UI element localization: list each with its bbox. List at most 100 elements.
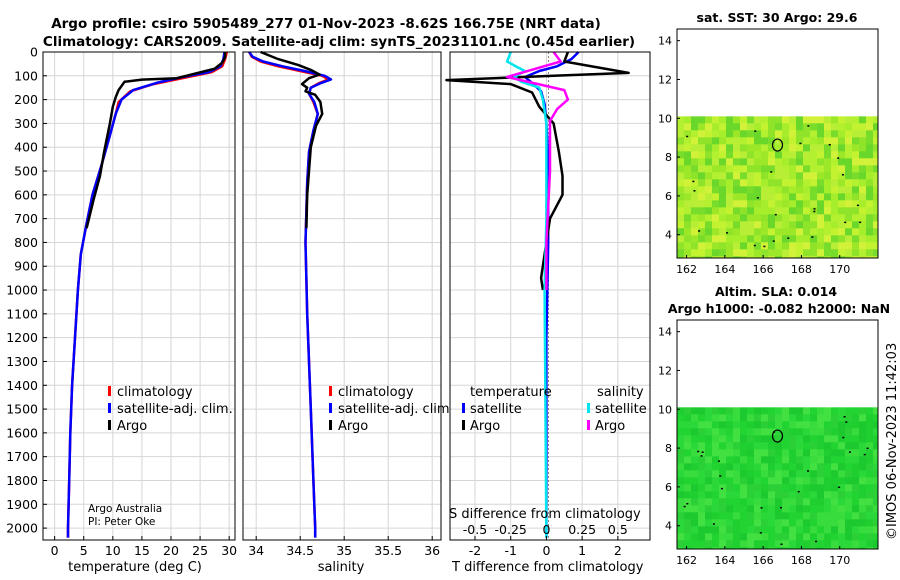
map-cell bbox=[768, 421, 776, 429]
map-cell bbox=[803, 172, 811, 180]
map-cell bbox=[817, 519, 825, 527]
map-cell bbox=[803, 151, 811, 159]
map-cell bbox=[691, 228, 699, 236]
map-cell bbox=[726, 435, 734, 443]
map-cell bbox=[859, 477, 867, 485]
map-cell bbox=[733, 249, 741, 257]
map-cell bbox=[859, 519, 867, 527]
lat-tick-label: 4 bbox=[665, 520, 672, 533]
map-cell bbox=[831, 547, 839, 550]
map-cell bbox=[873, 540, 879, 548]
map-cell bbox=[684, 456, 692, 464]
map-cell bbox=[712, 249, 720, 257]
map-cell bbox=[684, 526, 692, 534]
map-cell bbox=[719, 207, 727, 215]
map-cell bbox=[873, 186, 879, 194]
map-cell bbox=[712, 449, 720, 457]
map-cell bbox=[803, 221, 811, 229]
map-cell bbox=[698, 484, 706, 492]
map-cell bbox=[754, 137, 762, 145]
lon-tick-label: 162 bbox=[676, 554, 697, 567]
map-cell bbox=[712, 463, 720, 471]
map-cell bbox=[775, 519, 783, 527]
map-cell bbox=[789, 165, 797, 173]
map-cell bbox=[747, 519, 755, 527]
map-cell bbox=[838, 484, 846, 492]
map-cell bbox=[733, 421, 741, 429]
map-cell bbox=[838, 463, 846, 471]
map-cell bbox=[726, 449, 734, 457]
map-cell bbox=[733, 519, 741, 527]
map-cell bbox=[726, 158, 734, 166]
map-cell bbox=[831, 151, 839, 159]
map-cell bbox=[789, 533, 797, 541]
map-cell bbox=[677, 172, 685, 180]
map-cell bbox=[775, 235, 783, 243]
map-cell bbox=[775, 200, 783, 208]
map-cell bbox=[754, 228, 762, 236]
map-cell bbox=[761, 200, 769, 208]
map-cell bbox=[852, 165, 860, 173]
map-cell bbox=[838, 221, 846, 229]
map-cell bbox=[705, 547, 713, 550]
map-cell bbox=[677, 158, 685, 166]
temperature-panel: 0 5 10 15 20 25 30 0 100 200 300 400 500 600 700 800 90… bbox=[6, 45, 237, 576]
map-cell bbox=[747, 484, 755, 492]
map-cell bbox=[768, 137, 776, 145]
map-cell bbox=[684, 235, 692, 243]
map-cell bbox=[747, 144, 755, 152]
map-cell bbox=[684, 540, 692, 548]
map-cell bbox=[873, 207, 879, 215]
map-cell bbox=[803, 477, 811, 485]
map-cell bbox=[768, 449, 776, 457]
map-cell bbox=[712, 144, 720, 152]
map-cell bbox=[796, 200, 804, 208]
map-cell bbox=[768, 526, 776, 534]
map-cell bbox=[768, 200, 776, 208]
map-cell bbox=[726, 179, 734, 187]
map-cell bbox=[866, 407, 874, 415]
map-cell bbox=[691, 477, 699, 485]
map-cell bbox=[831, 228, 839, 236]
map-cell bbox=[733, 116, 741, 124]
map-cell bbox=[712, 470, 720, 478]
map-cell bbox=[873, 179, 879, 187]
map-cell bbox=[782, 249, 790, 257]
map-cell bbox=[845, 137, 853, 145]
legend-swatch-argo bbox=[329, 420, 332, 430]
map-cell bbox=[677, 463, 685, 471]
map-cell bbox=[789, 519, 797, 527]
map-cell bbox=[747, 249, 755, 257]
map-cell bbox=[789, 442, 797, 450]
map-cell bbox=[775, 256, 783, 259]
map-cell bbox=[761, 477, 769, 485]
map-cell bbox=[782, 137, 790, 145]
map-cell bbox=[866, 193, 874, 201]
map-cell bbox=[782, 498, 790, 506]
map-cell bbox=[740, 407, 748, 415]
map-cell bbox=[866, 235, 874, 243]
map-cell bbox=[712, 526, 720, 534]
map-cell bbox=[873, 414, 879, 422]
map-cell bbox=[740, 547, 748, 550]
map-cell bbox=[747, 172, 755, 180]
map-cell bbox=[859, 130, 867, 138]
map-cell bbox=[719, 221, 727, 229]
map-cell bbox=[789, 179, 797, 187]
map-cell bbox=[761, 435, 769, 443]
map-cell bbox=[754, 449, 762, 457]
map-cell bbox=[726, 193, 734, 201]
map-cell bbox=[740, 477, 748, 485]
map-cell bbox=[838, 235, 846, 243]
map-cell bbox=[782, 123, 790, 131]
map-cell bbox=[866, 512, 874, 520]
map-cell bbox=[866, 463, 874, 471]
map-cell bbox=[817, 137, 825, 145]
map-cell bbox=[873, 214, 879, 222]
lat-tick-label: 4 bbox=[665, 229, 672, 242]
map-cell bbox=[740, 144, 748, 152]
map-cell bbox=[761, 172, 769, 180]
land-dot bbox=[866, 447, 869, 450]
map-cell bbox=[754, 414, 762, 422]
map-cell bbox=[740, 498, 748, 506]
